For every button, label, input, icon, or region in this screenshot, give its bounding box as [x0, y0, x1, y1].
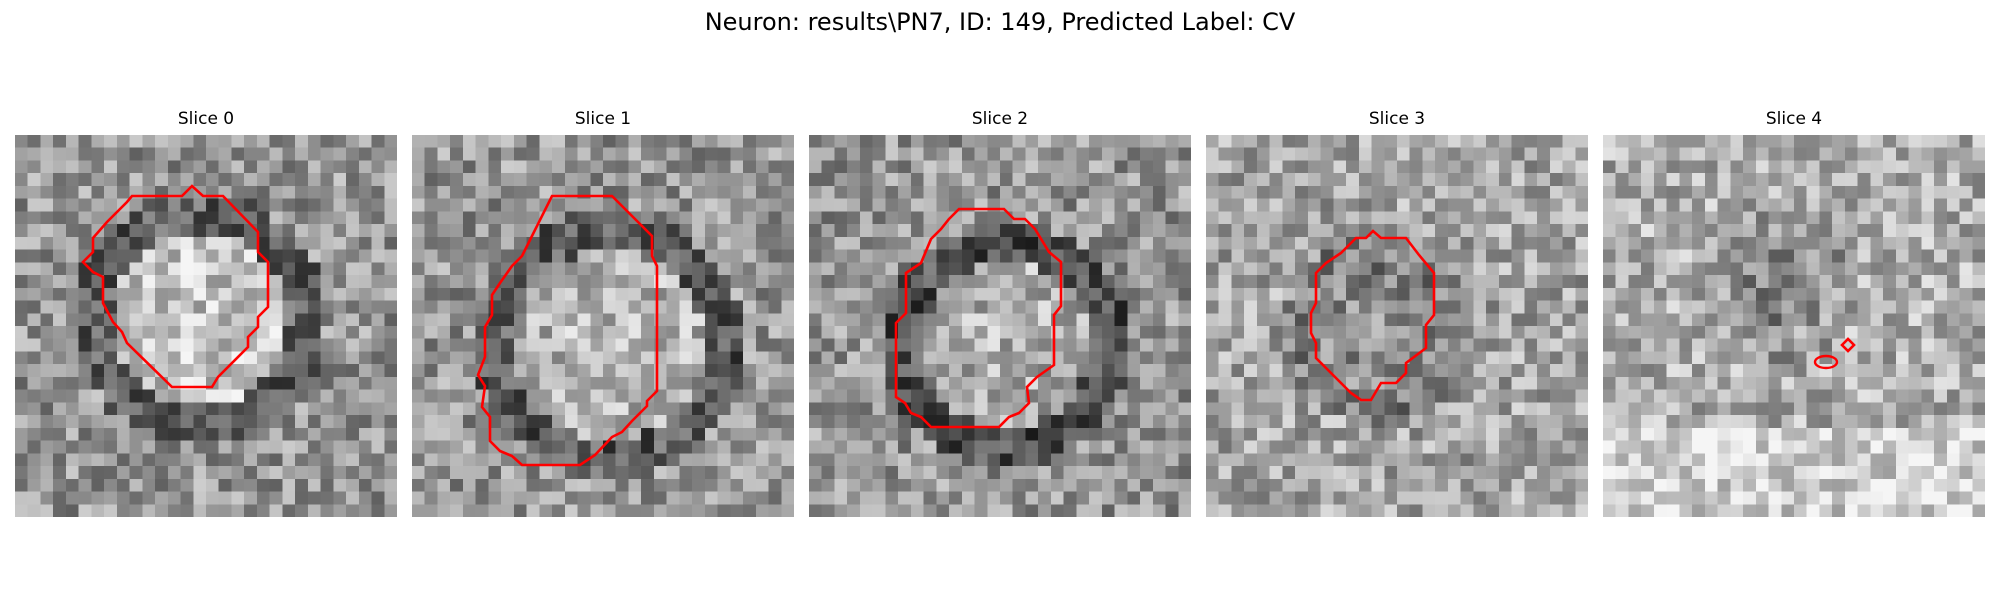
slice-title-0: Slice 0	[177, 109, 235, 129]
slice-pixels-2	[809, 135, 1191, 517]
slice-pixels-0	[15, 135, 397, 517]
contour-overlay-2	[894, 207, 1063, 429]
contour-overlay-3	[1309, 229, 1436, 402]
slice-image-1	[412, 135, 794, 517]
slice-title-4: Slice 4	[1765, 109, 1823, 129]
figure-title: Neuron: results\PN7, ID: 149, Predicted …	[704, 8, 1296, 36]
slice-pixels-3	[1206, 135, 1588, 517]
slice-image-2	[809, 135, 1191, 517]
slice-title-1: Slice 1	[574, 109, 632, 129]
contour-overlay-0	[81, 184, 270, 389]
slice-image-4	[1603, 135, 1985, 517]
segmentation-contour	[1840, 337, 1856, 353]
slice-panel-4: Slice 4	[1603, 108, 1985, 520]
slice-panel-2: Slice 2	[809, 108, 1191, 520]
slice-image-0	[15, 135, 397, 517]
slice-panel-0: Slice 0	[15, 108, 397, 520]
segmentation-contour	[894, 207, 1063, 429]
contour-overlay-4	[1813, 337, 1856, 370]
slice-panel-3: Slice 3	[1206, 108, 1588, 520]
contour-overlay-1	[476, 194, 659, 467]
slice-pixels-1	[412, 135, 794, 517]
segmentation-contour	[1813, 354, 1839, 370]
slice-pixels-4	[1603, 135, 1985, 517]
slice-panel-1: Slice 1	[412, 108, 794, 520]
slice-title-3: Slice 3	[1368, 109, 1426, 129]
slice-title-2: Slice 2	[971, 109, 1029, 129]
slice-image-3	[1206, 135, 1588, 517]
segmentation-contour	[81, 184, 270, 389]
segmentation-contour	[476, 194, 659, 467]
segmentation-contour	[1309, 229, 1436, 402]
